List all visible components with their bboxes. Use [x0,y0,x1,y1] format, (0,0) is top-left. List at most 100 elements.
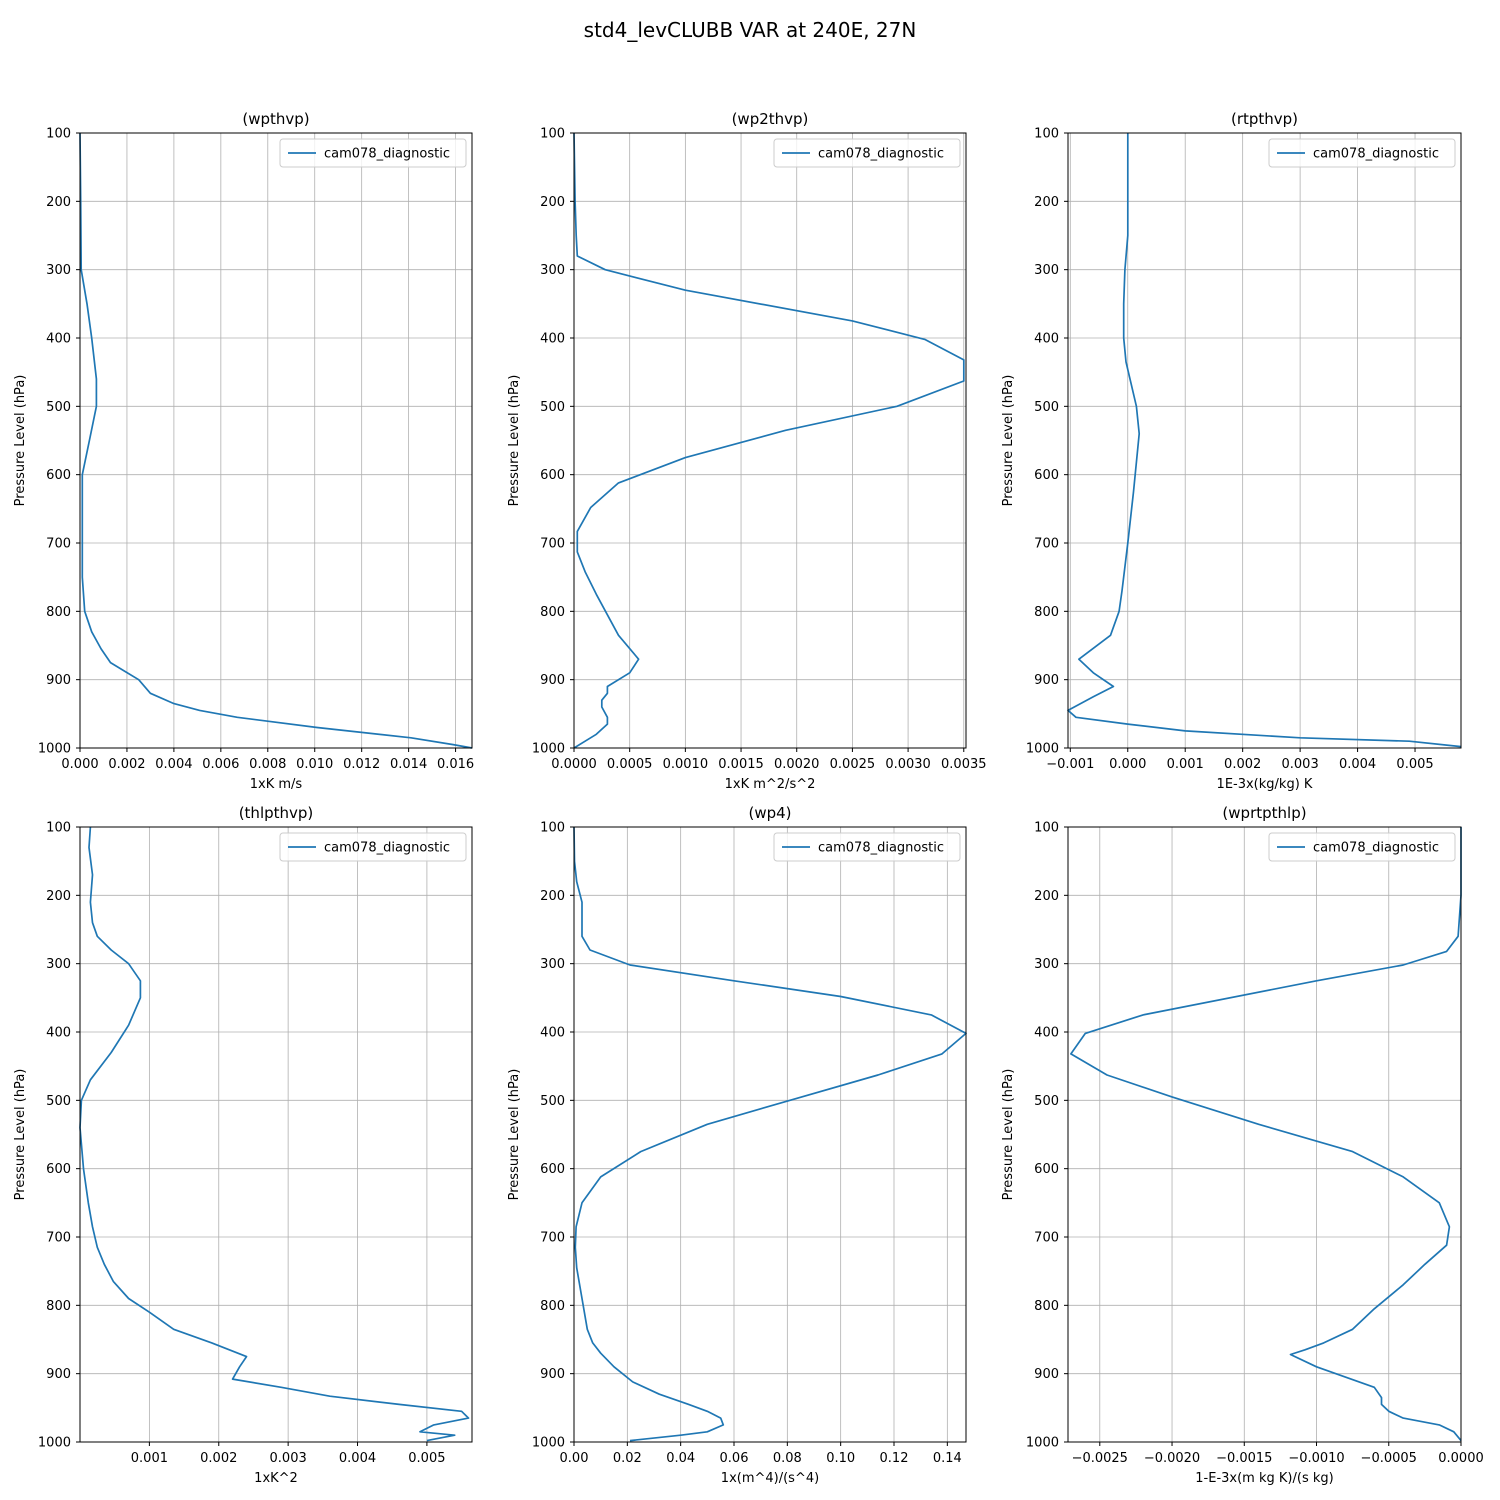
series-line-1 [1067,133,1462,748]
legend: cam078_diagnostic [279,138,467,168]
y-tick-label: 400 [540,332,565,347]
y-tick-label: 900 [540,673,565,688]
y-tick-label: 500 [1034,400,1059,415]
x-tick-label: −0.0020 [1144,1451,1200,1466]
axes-frame [1067,132,1462,749]
x-tick-label: 0.06 [720,1451,749,1466]
legend: cam078_diagnostic [773,832,961,862]
series-line-1 [1070,827,1462,1442]
y-tick-label: 300 [540,263,565,278]
x-tick-label: 0.012 [343,757,380,772]
axes-frame [573,132,967,749]
legend-box [279,832,467,862]
legend-label: cam078_diagnostic [1313,147,1439,162]
x-tick-label: 0.006 [202,757,239,772]
x-tick-label: 0.000 [61,757,98,772]
y-axis-label: Pressure Level (hPa) [13,1069,28,1201]
y-tick-label: 500 [1034,1094,1059,1109]
x-tick-label: 0.003 [1282,757,1319,772]
y-tick-label: 200 [46,889,71,904]
y-tick-label: 600 [540,468,565,483]
y-axis-label: Pressure Level (hPa) [1001,375,1016,507]
x-tick-label: 0.002 [200,1451,237,1466]
series-line-1 [79,826,470,1442]
x-tick-label: 0.04 [666,1451,695,1466]
panel-title: (wp4) [748,804,791,822]
y-tick-label: 100 [46,821,71,836]
y-tick-label: 100 [540,127,565,142]
y-tick-label: 1000 [38,742,71,757]
y-tick-label: 300 [46,263,71,278]
y-axis-label: Pressure Level (hPa) [13,375,28,507]
x-tick-label: −0.0010 [1288,1451,1344,1466]
figure-title: std4_levCLUBB VAR at 240E, 27N [584,18,917,42]
y-tick-label: 200 [1034,889,1059,904]
legend-label: cam078_diagnostic [324,841,450,856]
y-axis-label: Pressure Level (hPa) [507,1069,522,1201]
y-tick-label: 1000 [1026,1436,1059,1451]
y-tick-label: 800 [1034,605,1059,620]
x-tick-label: 0.002 [108,757,145,772]
y-tick-label: 600 [46,468,71,483]
x-tick-label: 0.016 [437,757,474,772]
panel-3: −0.001 0.000 0.001 0.002 0.003 0.004 0.005 100 2… [1001,110,1462,792]
x-tick-label: 0.0010 [663,757,709,772]
y-tick-label: 1000 [38,1436,71,1451]
x-axis-label: 1E-3x(kg/kg) K [1217,777,1313,792]
x-tick-label: 0.008 [249,757,286,772]
y-tick-label: 600 [1034,468,1059,483]
x-tick-label: 0.12 [880,1451,909,1466]
y-tick-label: 300 [46,957,71,972]
y-tick-label: 700 [1034,537,1059,552]
x-axis-label: 1-E-3x(m kg K)/(s kg) [1195,1471,1333,1486]
y-tick-label: 700 [46,537,71,552]
legend-label: cam078_diagnostic [1313,841,1439,856]
legend: cam078_diagnostic [1268,832,1456,862]
y-tick-label: 200 [46,195,71,210]
x-tick-label: 0.0025 [830,757,876,772]
legend-label: cam078_diagnostic [324,147,450,162]
x-tick-label: 0.0000 [1438,1451,1484,1466]
x-tick-label: 0.10 [826,1451,855,1466]
x-axis-label: 1xK m^2/s^2 [725,777,816,792]
y-tick-label: 400 [46,332,71,347]
x-tick-label: 0.010 [296,757,333,772]
y-tick-label: 1000 [532,742,565,757]
series-line-1 [573,826,967,1442]
x-tick-label: 0.0005 [607,757,653,772]
x-tick-label: 0.14 [933,1451,962,1466]
legend-box [1268,832,1456,862]
panel-6: −0.0025 −0.0020 −0.0015 −0.0010 −0.0005 0.000… [1001,804,1484,1486]
x-tick-label: 0.003 [270,1451,307,1466]
panel-title: (wpthvp) [242,110,309,128]
y-tick-label: 900 [1034,1367,1059,1382]
x-tick-label: 0.001 [1167,757,1204,772]
y-axis-label: Pressure Level (hPa) [1001,1069,1016,1201]
x-tick-label: −0.0025 [1072,1451,1128,1466]
y-tick-label: 600 [540,1162,565,1177]
x-tick-label: 0.014 [390,757,427,772]
y-tick-label: 400 [46,1026,71,1041]
x-tick-label: −0.0015 [1216,1451,1272,1466]
legend-box [773,138,961,168]
y-tick-label: 700 [540,1231,565,1246]
y-tick-label: 900 [46,673,71,688]
y-tick-label: 700 [1034,1231,1059,1246]
y-tick-label: 400 [1034,332,1059,347]
y-tick-label: 1000 [1026,742,1059,757]
panel-1: 0.000 0.002 0.004 0.006 0.008 0.010 0.012 0.014… [13,110,474,792]
x-tick-label: 0.001 [131,1451,168,1466]
legend-label: cam078_diagnostic [818,147,944,162]
legend-box [279,138,467,168]
panel-title: (rtpthvp) [1231,110,1298,128]
y-tick-label: 100 [540,821,565,836]
panel-title: (thlpthvp) [239,804,314,822]
y-tick-label: 500 [46,1094,71,1109]
y-tick-label: 300 [540,957,565,972]
x-axis-label: 1xK^2 [254,1471,298,1486]
y-tick-label: 500 [540,1094,565,1109]
x-tick-label: 0.0015 [718,757,764,772]
x-tick-label: −0.001 [1046,757,1094,772]
panel-2: 0.0000 0.0005 0.0010 0.0015 0.0020 0.0025 0.00… [507,110,987,792]
x-tick-label: 0.0000 [551,757,597,772]
